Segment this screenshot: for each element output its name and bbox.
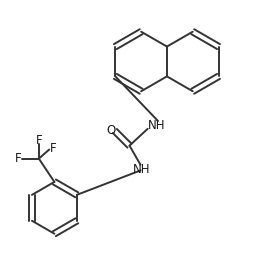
- Text: O: O: [106, 124, 116, 137]
- Text: F: F: [50, 142, 57, 155]
- Text: NH: NH: [147, 119, 165, 132]
- Text: F: F: [15, 152, 21, 165]
- Text: NH: NH: [133, 163, 150, 176]
- Text: F: F: [35, 134, 42, 147]
